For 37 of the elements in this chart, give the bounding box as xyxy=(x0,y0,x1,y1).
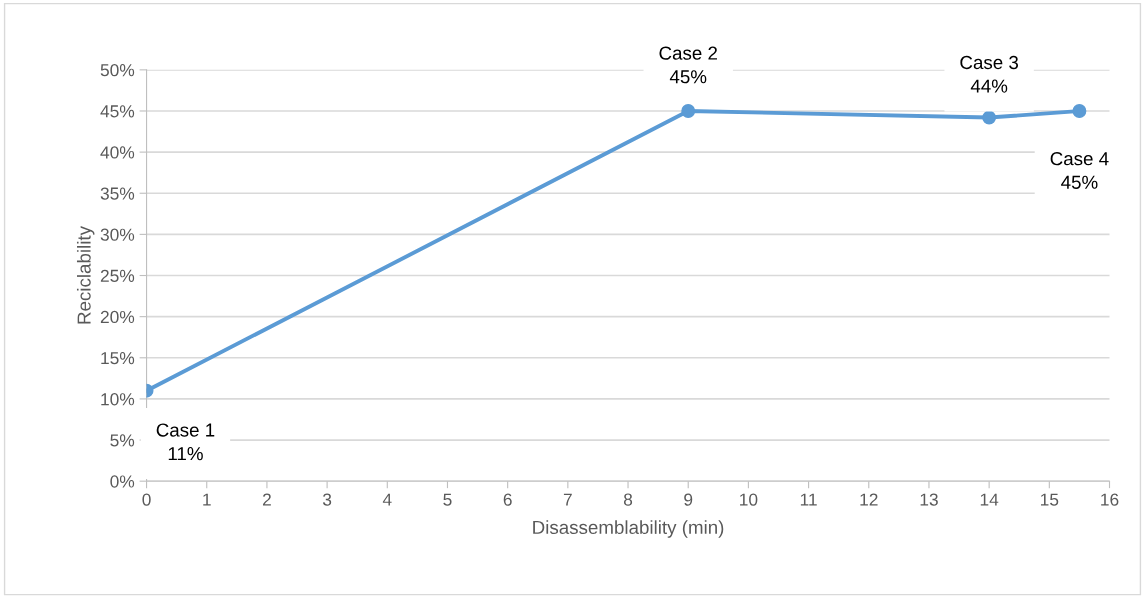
y-tick-label: 45% xyxy=(100,105,135,118)
y-axis-title: Reciclability xyxy=(76,226,95,324)
data-label: Case 4 45% xyxy=(1050,152,1109,189)
x-tick-label: 14 xyxy=(980,493,999,506)
data-label: Case 1 11% xyxy=(156,423,215,461)
data-label: Case 2 45% xyxy=(659,46,717,84)
y-tick-label: 5% xyxy=(110,434,135,447)
y-tick-label: 50% xyxy=(100,64,135,77)
x-tick-label: 9 xyxy=(684,493,693,506)
y-tick-label: 40% xyxy=(100,146,135,159)
y-tick-label: 20% xyxy=(100,310,135,324)
x-tick-label: 3 xyxy=(322,493,332,506)
point xyxy=(982,110,997,125)
y-tick-label: 15% xyxy=(101,352,135,365)
y-tick-label: 0% xyxy=(110,475,135,488)
x-tick-label: 6 xyxy=(503,493,512,506)
x-axis-title: Disassemblability (min) xyxy=(533,520,724,538)
x-tick-label: 13 xyxy=(920,493,938,506)
x-tick-label: 16 xyxy=(1101,493,1119,506)
x-tick-label: 15 xyxy=(1040,493,1059,506)
x-tick-label: 1 xyxy=(203,493,211,506)
x-tick-label: 0 xyxy=(142,493,151,506)
x-tick-label: 10 xyxy=(740,493,758,506)
point xyxy=(1072,104,1087,118)
x-tick-label: 5 xyxy=(443,493,452,506)
y-tick-label: 10% xyxy=(101,393,135,406)
x-tick-label: 7 xyxy=(563,493,572,506)
x-tick-label: 11 xyxy=(800,493,817,506)
y-tick-label: 30% xyxy=(100,228,135,241)
x-tick-label: 4 xyxy=(382,493,392,506)
x-tick-label: 12 xyxy=(860,493,878,506)
x-tick-label: 2 xyxy=(262,493,271,506)
x-tick-label: 8 xyxy=(623,493,633,506)
y-tick-label: 35% xyxy=(100,187,135,200)
y-tick-label: 25% xyxy=(100,269,135,282)
data-label: Case 3 44% xyxy=(960,55,1019,93)
point xyxy=(681,104,696,118)
